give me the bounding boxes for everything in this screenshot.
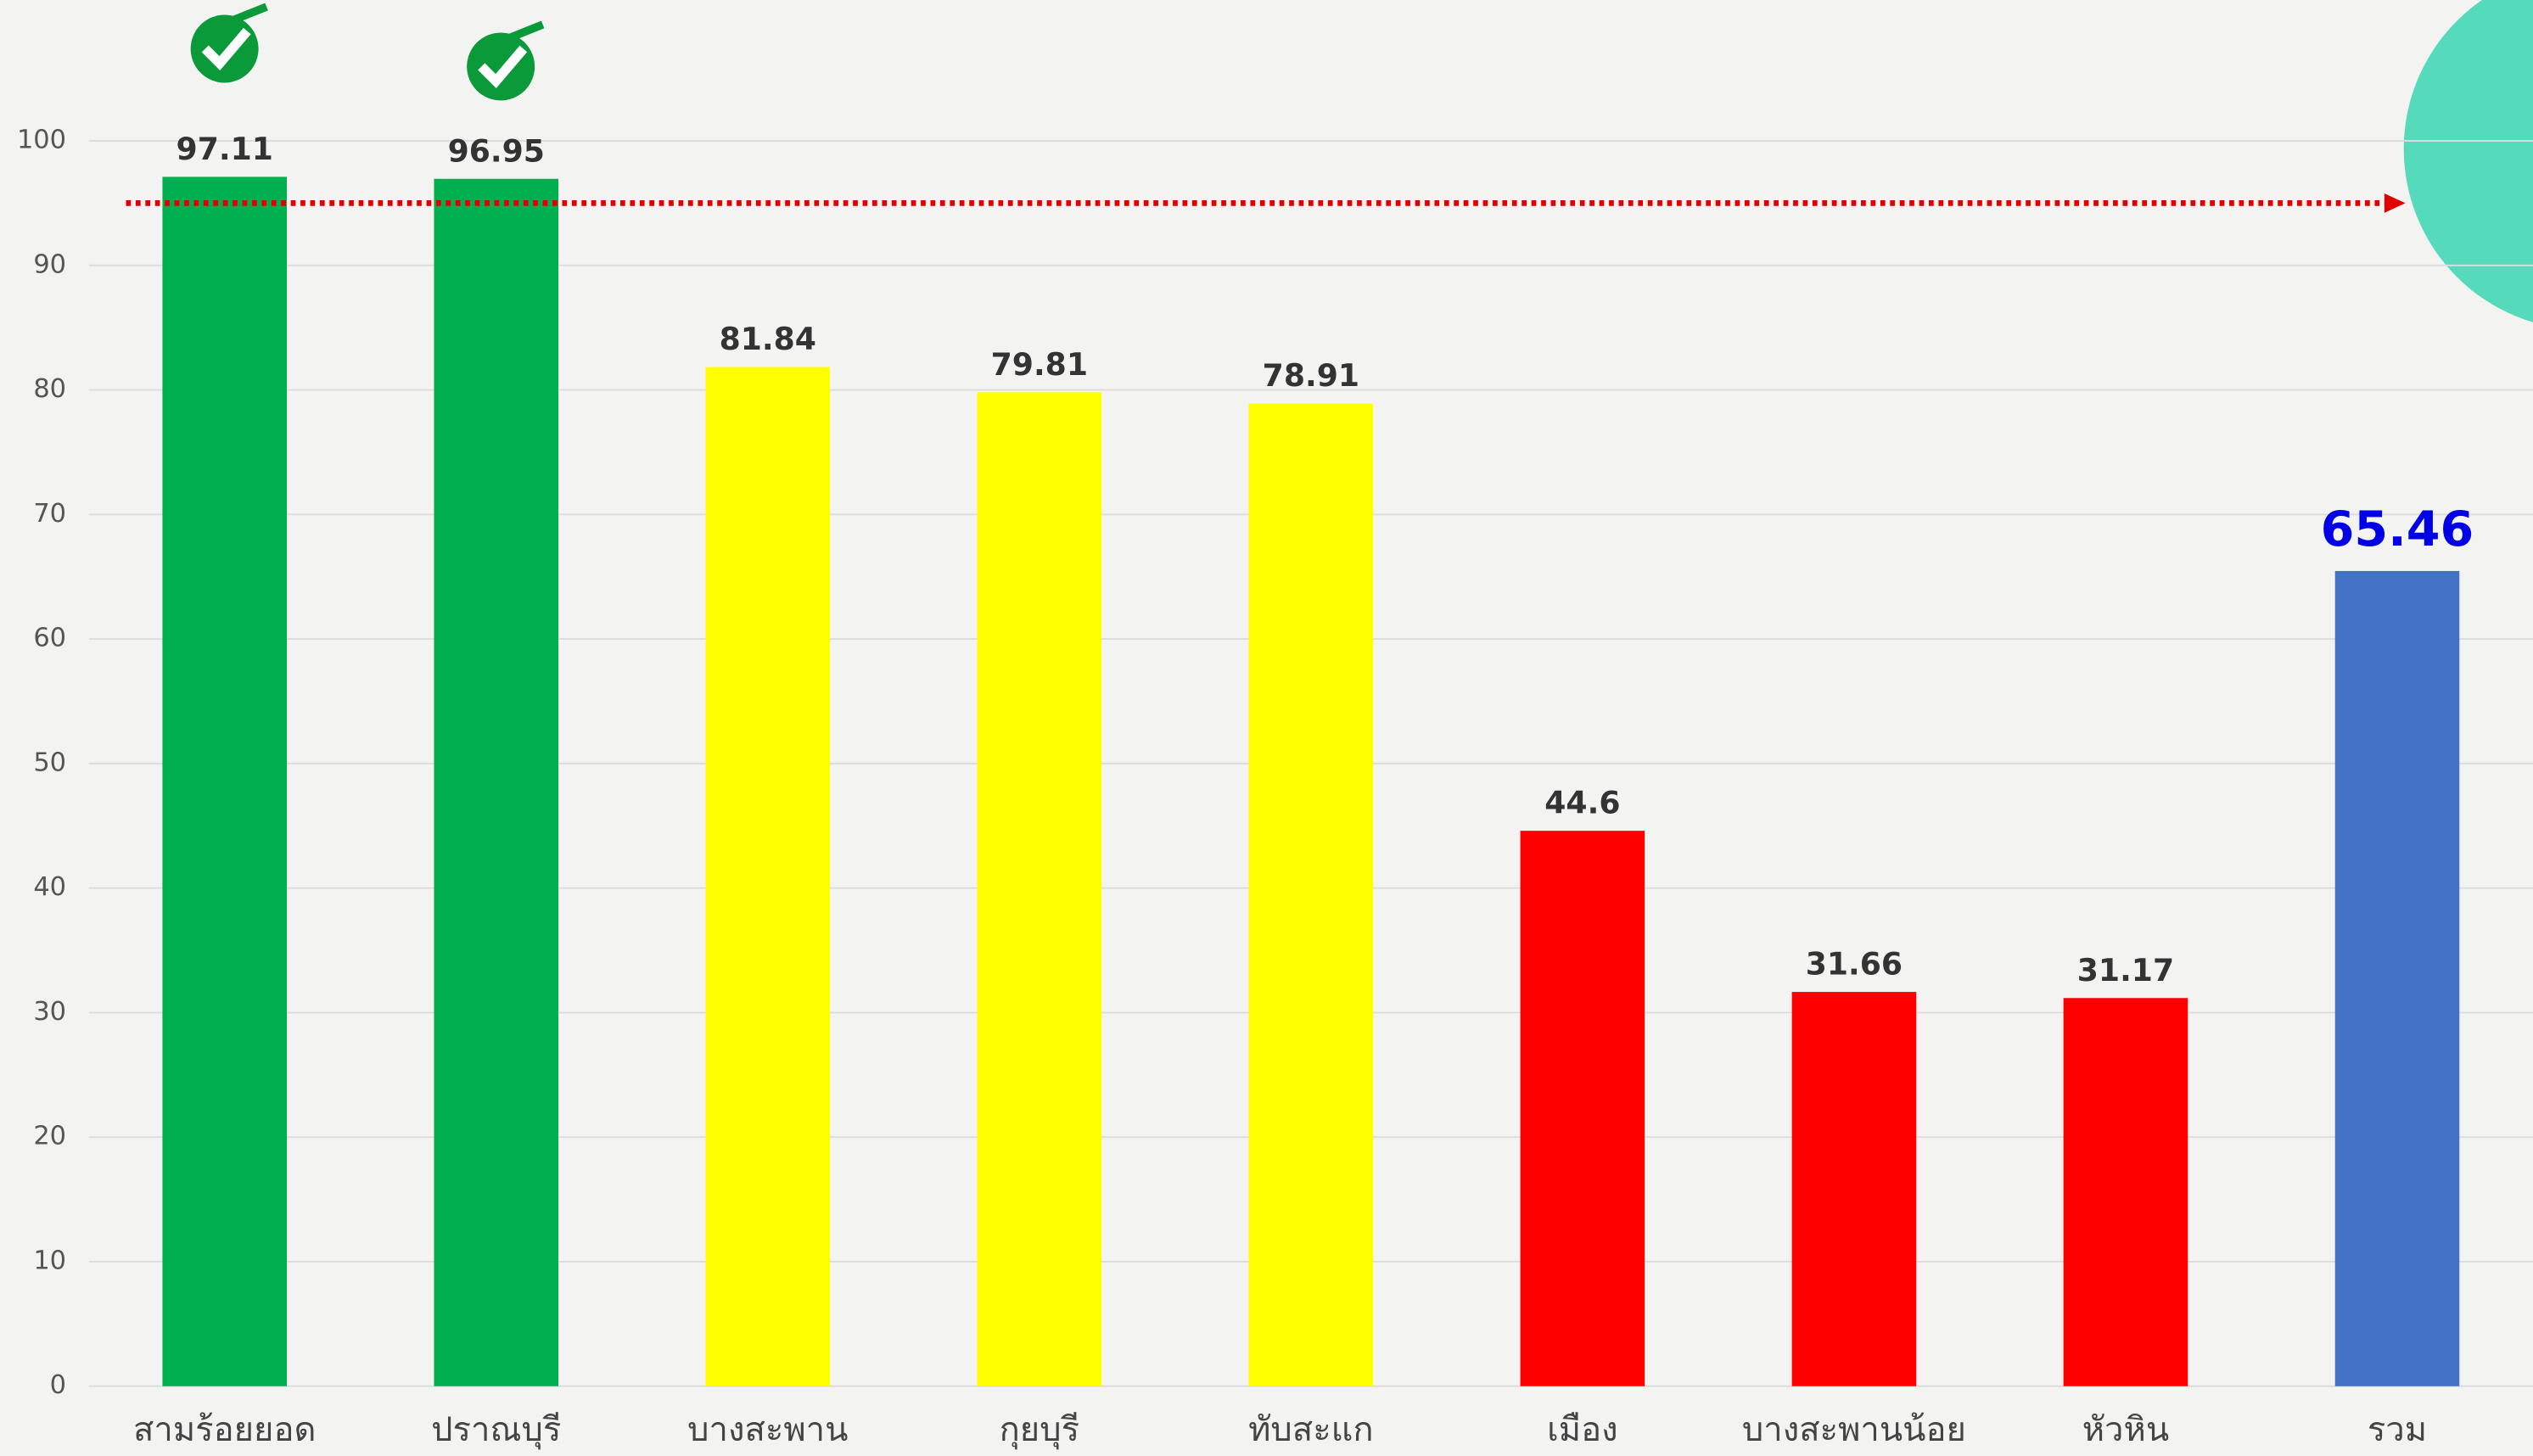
bar (978, 392, 1102, 1386)
x-tick-label: ปราณบุรี (431, 1410, 561, 1450)
y-tick-label: 90 (33, 249, 66, 279)
x-tick-label: กุยบุรี (1000, 1410, 1079, 1450)
x-tick-label: หัวหิน (2082, 1410, 2169, 1449)
bar (2335, 571, 2460, 1386)
y-tick-label: 80 (33, 374, 66, 404)
value-label: 78.91 (1263, 357, 1359, 394)
y-tick-label: 70 (33, 499, 66, 529)
bar (1249, 404, 1374, 1386)
bar (434, 179, 558, 1386)
value-label: 96.95 (448, 132, 545, 169)
value-label: 97.11 (177, 131, 273, 167)
y-tick-label: 0 (50, 1370, 66, 1400)
y-tick-label: 20 (33, 1122, 66, 1151)
y-tick-label: 100 (17, 126, 66, 155)
x-tick-label: สามร้อยยอด (133, 1410, 316, 1449)
x-tick-label: รวม (2368, 1410, 2427, 1449)
bar (1521, 831, 1645, 1386)
y-tick-label: 50 (33, 748, 66, 777)
bar (162, 176, 287, 1386)
y-tick-label: 10 (33, 1246, 66, 1275)
x-tick-label: ทับสะแก (1248, 1410, 1374, 1449)
y-tick-label: 40 (33, 872, 66, 902)
x-tick-label: บางสะพาน (687, 1410, 848, 1449)
x-tick-label: เมือง (1547, 1410, 1618, 1449)
bar (2064, 998, 2188, 1386)
page: {"chart_data": {"type": "bar", "categori… (0, 0, 2533, 1456)
value-label: 31.17 (2077, 952, 2174, 988)
value-label: 79.81 (991, 346, 1088, 383)
bar (1792, 992, 1917, 1386)
value-label: 65.46 (2321, 501, 2474, 557)
bar (705, 367, 830, 1386)
chart: 0 10 20 30 40 50 60 70 80 90 100 สามร้อยยอด 97.11 ปรา… (0, 0, 2533, 1456)
value-label: 31.66 (1806, 946, 1903, 983)
value-label: 81.84 (720, 321, 816, 357)
y-tick-label: 60 (33, 624, 66, 653)
x-tick-label: บางสะพานน้อย (1742, 1410, 1966, 1449)
value-label: 44.6 (1544, 785, 1620, 821)
y-tick-label: 30 (33, 997, 66, 1027)
